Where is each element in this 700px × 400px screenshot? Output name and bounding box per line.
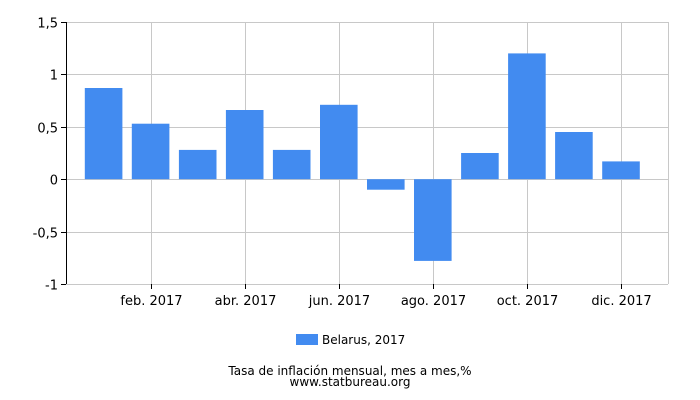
x-tick-label: oct. 2017 — [497, 294, 559, 309]
bar — [225, 110, 264, 180]
x-tick-label: dic. 2017 — [591, 294, 651, 309]
source-credit: www.statbureau.org — [290, 375, 411, 389]
bar — [367, 179, 405, 190]
legend-label: Belarus, 2017 — [322, 333, 405, 347]
bar — [320, 104, 358, 180]
y-tick-label: 0,5 — [37, 122, 58, 137]
axes — [61, 22, 622, 289]
x-tick-label: abr. 2017 — [215, 294, 277, 309]
bar — [178, 149, 217, 180]
bar — [555, 132, 593, 180]
y-tick-label: 0 — [50, 174, 58, 189]
bar — [272, 149, 311, 180]
bar — [461, 153, 499, 180]
legend-swatch — [296, 334, 318, 345]
bar — [131, 123, 170, 180]
x-tick-label: feb. 2017 — [120, 294, 182, 309]
chart-caption: Tasa de inflación mensual, mes a mes,% — [227, 364, 471, 378]
x-tick-label: jun. 2017 — [308, 294, 370, 309]
bar — [602, 161, 640, 180]
x-tick-labels: feb. 2017 abr. 2017 jun. 2017 ago. 2017 oct.… — [120, 294, 651, 309]
y-tick-label: 1 — [50, 69, 58, 84]
bar — [84, 88, 123, 180]
bars — [84, 53, 640, 261]
y-tick-label: 1,5 — [37, 17, 58, 32]
bar — [414, 179, 452, 261]
y-tick-label: -1 — [45, 279, 58, 294]
y-tick-labels: -1 -0,5 0 0,5 1 1,5 — [33, 17, 58, 294]
bar — [508, 53, 546, 180]
x-tick-label: ago. 2017 — [401, 294, 466, 309]
y-tick-label: -0,5 — [33, 227, 58, 242]
legend: Belarus, 2017 — [296, 333, 405, 347]
